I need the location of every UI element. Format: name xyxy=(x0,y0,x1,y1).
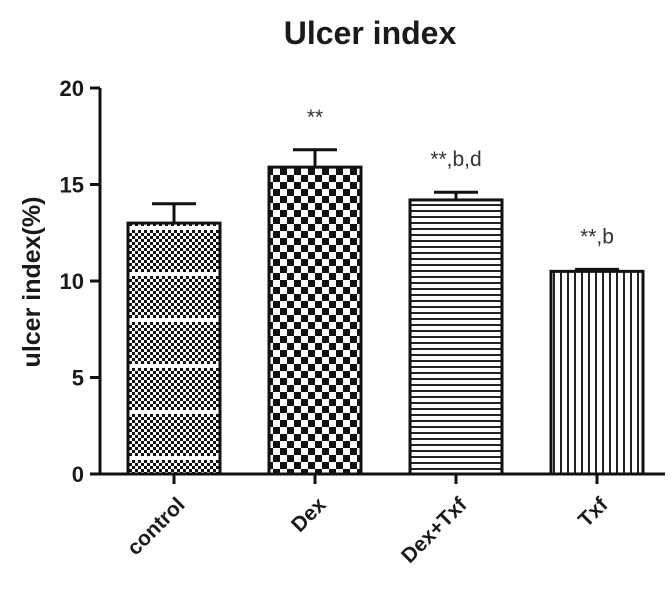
y-axis-label: ulcer index(%) xyxy=(18,197,46,368)
chart-title: Ulcer index xyxy=(284,15,457,51)
significance-annotation: **,b,d xyxy=(430,148,481,171)
x-tick-label: Txf xyxy=(574,493,613,532)
y-tick-label: 5 xyxy=(72,366,84,391)
y-tick-label: 15 xyxy=(60,173,84,198)
y-tick-label: 0 xyxy=(72,462,84,487)
bars xyxy=(126,148,645,476)
bar-dex-txf xyxy=(408,198,504,476)
y-tick-label: 20 xyxy=(60,76,84,101)
x-tick-label: Dex+Txf xyxy=(397,493,472,568)
x-tick-label: Dex xyxy=(287,493,331,537)
significance-annotation: **,b xyxy=(580,225,614,248)
significance-annotation: ** xyxy=(307,106,323,129)
bar-control xyxy=(126,221,222,476)
x-tick-label: control xyxy=(123,493,190,560)
bar-txf xyxy=(549,269,645,476)
bar-dex xyxy=(267,165,363,476)
y-tick-label: 10 xyxy=(60,269,84,294)
